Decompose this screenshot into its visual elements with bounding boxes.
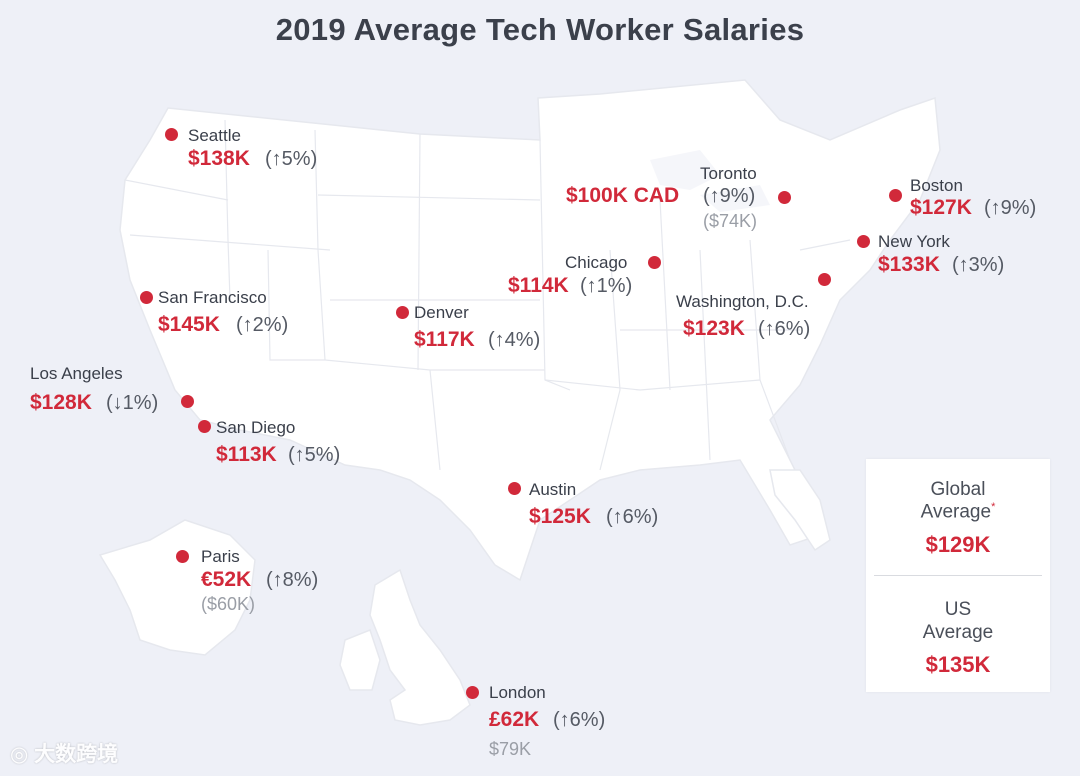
san-diego-name: San Diego [216,418,296,437]
state-borders [124,119,851,471]
new-york-change: (↑3%) [952,254,1005,276]
paris-name: Paris [201,547,240,566]
watermark-icon: ◎ [10,743,35,766]
austin-salary: $125K [529,505,591,528]
boston-change: (↑9%) [984,197,1037,219]
san-francisco-name: San Francisco [158,288,267,307]
chicago-salary: $114K [508,274,569,297]
global-average-asterisk: * [991,501,996,513]
seattle-name: Seattle [188,126,241,145]
global-average-label-line1: Global [930,479,986,500]
boston-name: Boston [910,176,963,195]
seattle-salary: $138K [188,147,250,170]
seattle-change: (↑5%) [265,148,318,170]
uk-landmass [369,568,471,726]
new-york-salary: $133K [878,253,940,276]
chicago-marker [648,256,661,269]
washington-dc-salary: $123K [683,317,745,340]
toronto-converted: ($74K) [703,211,758,231]
washington-dc-change: (↑6%) [758,318,811,340]
boston-salary: $127K [910,196,972,219]
london-name: London [489,683,546,702]
toronto-name: Toronto [700,164,757,183]
global-average-value: $129K [925,532,991,557]
page-title: 2019 Average Tech Worker Salaries [275,12,805,47]
paris-converted: ($60K) [201,594,256,614]
new-york-marker [857,235,870,248]
austin-change: (↑6%) [606,506,659,528]
us-average-label-line2: Average [922,622,994,643]
us-average-label-line1: US [944,599,972,620]
ireland-landmass [339,629,381,691]
boston-marker [889,189,902,202]
washington-dc-marker [818,273,831,286]
san-diego-change: (↑5%) [288,444,341,466]
seattle-marker [165,128,178,141]
los-angeles-name: Los Angeles [30,364,123,383]
toronto-marker [778,191,791,204]
washington-dc-name: Washington, D.C. [676,292,809,311]
austin-name: Austin [529,480,577,499]
paris-change: (↑8%) [266,569,319,591]
denver-salary: $117K [414,328,475,351]
averages-panel: Global Average* $129K US Average $135K [866,459,1050,692]
watermark-text: 大数跨境 [34,743,119,766]
san-diego-salary: $113K [216,443,277,466]
san-francisco-marker [140,291,153,304]
london-change: (↑6%) [553,709,606,731]
france-landmass [98,519,256,656]
austin-marker [508,482,521,495]
global-average-label-text: Average [920,501,992,523]
new-york-name: New York [878,232,950,251]
los-angeles-marker [181,395,194,408]
san-francisco-change: (↑2%) [236,314,289,336]
averages-divider [874,575,1042,576]
denver-change: (↑4%) [488,329,541,351]
paris-marker [176,550,189,563]
chicago-name: Chicago [565,253,628,272]
los-angeles-change: (↓1%) [106,392,159,414]
toronto-salary: $100K CAD [566,184,680,207]
los-angeles-salary: $128K [30,391,92,414]
global-average-label-line2: Average* [866,501,1050,523]
watermark-logo: ◎ 大数跨境 [10,738,118,768]
london-converted: $79K [489,739,532,759]
toronto-change: (↑9%) [703,185,756,207]
denver-name: Denver [414,303,469,322]
san-francisco-salary: $145K [158,313,220,336]
paris-salary: €52K [201,568,252,591]
london-salary: £62K [489,708,540,731]
denver-marker [396,306,409,319]
san-diego-marker [198,420,211,433]
chicago-change: (↑1%) [580,275,633,297]
us-average-value: $135K [925,652,991,677]
london-marker [466,686,479,699]
